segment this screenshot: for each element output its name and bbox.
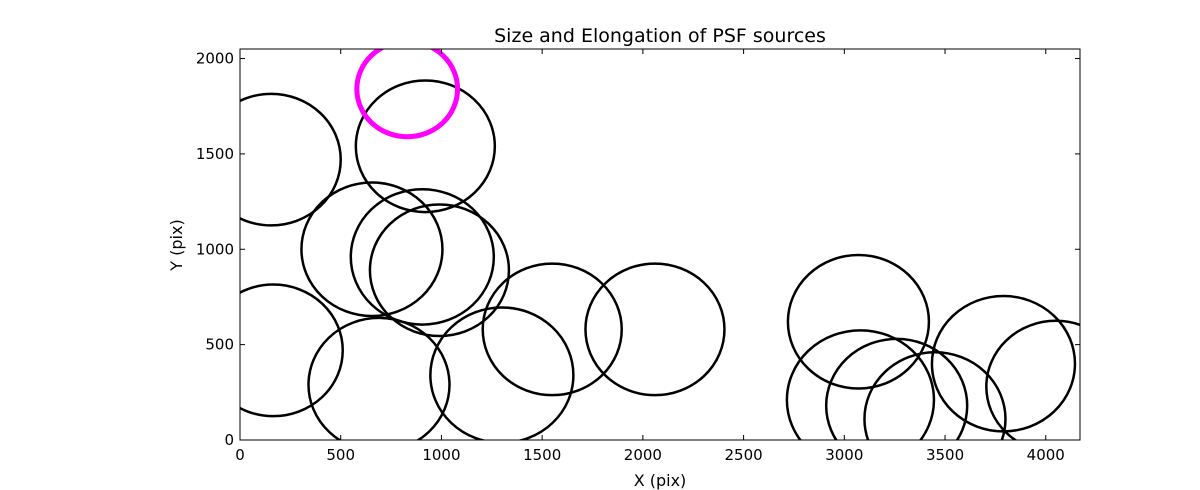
- psf-source-ellipse-5: [368, 203, 511, 338]
- chart-title: Size and Elongation of PSF sources: [494, 25, 826, 47]
- psf-source-ellipse-10: [584, 262, 726, 397]
- x-tick-label: 2000: [624, 446, 662, 464]
- x-axis-label: X (pix): [634, 471, 687, 490]
- x-tick-label: 1500: [523, 446, 561, 464]
- x-tick-label: 500: [326, 446, 355, 464]
- x-tick-label: 3500: [926, 446, 964, 464]
- x-tick-label: 4000: [1027, 446, 1065, 464]
- psf-source-ellipse-4: [349, 187, 496, 326]
- psf-source-ellipse-1: [240, 92, 342, 227]
- psf-source-ellipse-2: [354, 79, 497, 214]
- x-tick-label: 3000: [825, 446, 863, 464]
- x-axis-ticks: 0 500 1000 1500 2000 2500 3000 3500 4000: [235, 49, 1065, 464]
- y-tick-label: 500: [205, 336, 234, 354]
- psf-source-ellipse-12: [785, 329, 936, 440]
- source-markers: [240, 49, 1080, 440]
- psf-source-ellipse-8: [429, 306, 575, 440]
- y-tick-label: 1000: [196, 240, 234, 258]
- psf-source-ellipse-15: [930, 294, 1077, 433]
- psf-source-ellipse-13: [824, 337, 969, 440]
- psf-source-ellipse-14: [863, 351, 1007, 440]
- y-tick-label: 0: [224, 431, 234, 449]
- highlighted-psf-source: [354, 49, 461, 140]
- psf-source-ellipse-9: [481, 262, 623, 397]
- y-axis-label: Y (pix): [167, 219, 186, 271]
- psf-source-ellipse-7: [307, 316, 451, 440]
- x-tick-label: 0: [235, 446, 245, 464]
- psf-source-ellipse-16: [985, 319, 1080, 440]
- x-tick-label: 1000: [422, 446, 460, 464]
- y-tick-label: 2000: [196, 50, 234, 68]
- x-tick-label: 2500: [725, 446, 763, 464]
- psf-source-ellipse-11: [786, 253, 931, 390]
- y-tick-label: 1500: [196, 145, 234, 163]
- psf-source-ellipse-6: [240, 283, 344, 418]
- plot-frame: [239, 48, 1081, 441]
- psf-source-ellipse-3: [300, 181, 444, 318]
- y-axis-ticks: 0 500 1000 1500 2000: [196, 50, 1080, 449]
